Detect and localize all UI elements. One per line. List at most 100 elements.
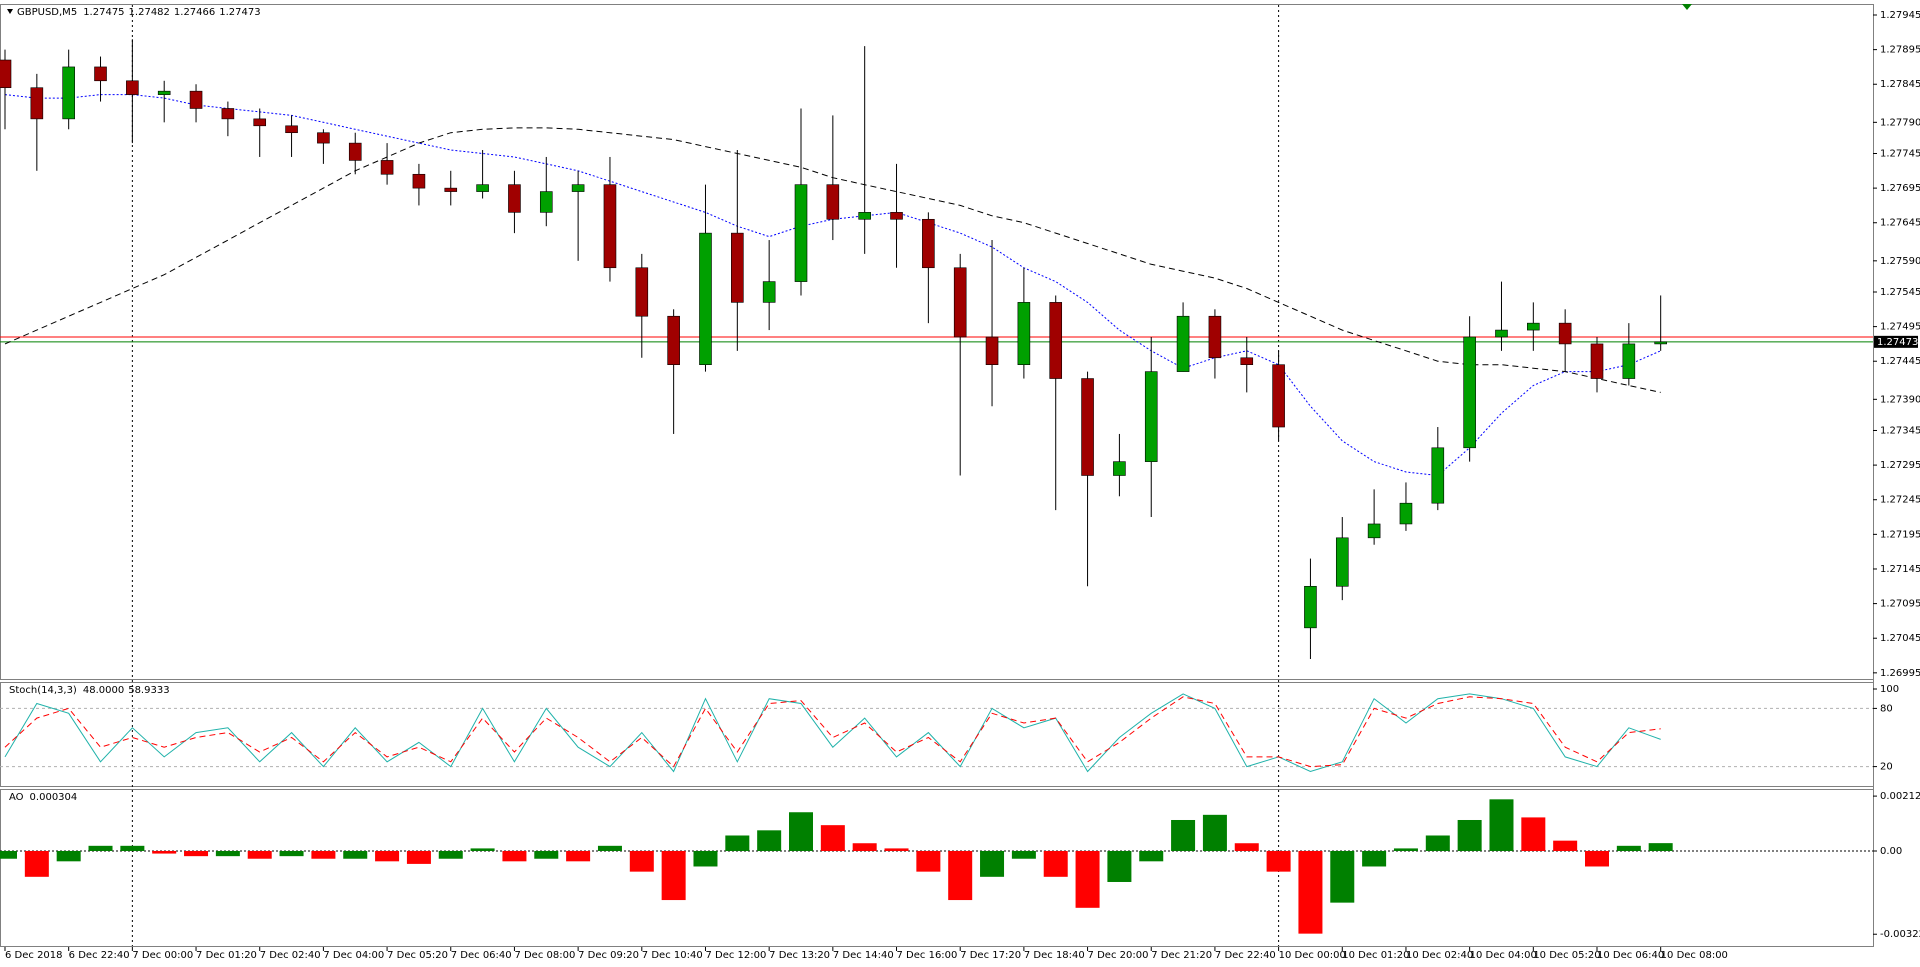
x-tick-label: 7 Dec 00:00: [132, 950, 193, 961]
panel-title: AO: [9, 792, 24, 803]
ao-bar: [1298, 850, 1323, 934]
y-tick-label: 1.27790: [1880, 117, 1920, 128]
ao-bar: [279, 850, 304, 857]
y-tick-label: 1.27245: [1880, 495, 1920, 506]
ao-bar: [438, 850, 463, 859]
candle-body: [603, 184, 617, 269]
x-tick-label: 10 Dec 08:00: [1661, 950, 1728, 961]
x-tick-label: 7 Dec 01:20: [196, 950, 257, 961]
x-tick-label: 7 Dec 09:20: [578, 950, 639, 961]
candle-body: [1367, 523, 1381, 539]
y-tick-label: 0.00: [1880, 846, 1902, 857]
ao-bar: [948, 850, 973, 901]
candle-body: [1240, 357, 1254, 365]
ao-bar: [1107, 850, 1132, 882]
menu-triangle: [7, 9, 13, 14]
y-tick-label: 20: [1880, 762, 1893, 773]
panel-header: GBPUSD,M5 1.27475 1.27482 1.27466 1.27473: [17, 7, 261, 18]
x-tick-label: 10 Dec 00:00: [1279, 950, 1346, 961]
ao-bar: [1266, 850, 1291, 872]
ao-bar: [1393, 848, 1418, 851]
candle-body: [953, 267, 967, 338]
ao-bar: [24, 850, 49, 877]
x-tick-label: 7 Dec 22:40: [1215, 950, 1276, 961]
ao-bar: [406, 850, 431, 864]
ao-bar: [693, 850, 718, 867]
candle-body: [826, 184, 840, 220]
y-tick-label: 1.27390: [1880, 394, 1920, 405]
x-tick-label: 7 Dec 10:40: [642, 950, 703, 961]
candle-body: [30, 87, 44, 120]
candle-body: [1495, 329, 1508, 338]
y-tick-label: 0.002125: [1880, 791, 1920, 802]
ao-bar: [1489, 799, 1514, 851]
candle-body: [1017, 302, 1031, 365]
candle-body: [348, 142, 362, 161]
y-tick-label: 1.27095: [1880, 599, 1920, 610]
panel-header: Stoch(14,3,3) 48.0000 58.9333: [9, 685, 170, 696]
candle-body: [476, 184, 489, 192]
y-tick-label: 1.27845: [1880, 79, 1920, 90]
ao-bar: [757, 830, 782, 851]
candle-body: [667, 315, 680, 365]
shift-marker: [1682, 4, 1692, 10]
ao-bar: [980, 850, 1005, 877]
ao-bar: [916, 850, 941, 872]
ao-bar: [820, 825, 845, 851]
ao-bar: [1139, 850, 1164, 862]
x-tick-label: 6 Dec 22:40: [69, 950, 130, 961]
ao-bar: [502, 850, 527, 862]
candle-body: [508, 184, 521, 213]
ao-bar: [661, 850, 686, 901]
candle-body: [762, 281, 776, 303]
ao-bar: [56, 850, 81, 862]
y-tick-label: 1.26995: [1880, 668, 1920, 679]
candle-body: [635, 267, 649, 317]
y-tick-label: 1.27695: [1880, 183, 1920, 194]
candle-body: [1304, 585, 1317, 629]
ao-bar: [629, 850, 654, 872]
y-tick-label: 1.27895: [1880, 45, 1920, 56]
candle-body: [1558, 322, 1572, 345]
candle-body: [922, 218, 935, 269]
ao-bar: [1457, 819, 1482, 851]
stoch-line: [4, 693, 1661, 773]
y-tick-label: 1.27045: [1880, 633, 1920, 644]
ao-bar: [311, 850, 336, 859]
y-tick-label: 1.27545: [1880, 287, 1920, 298]
ao-bar: [1011, 850, 1036, 859]
candle-body: [1590, 343, 1604, 379]
x-tick-label: 10 Dec 05:20: [1533, 950, 1600, 961]
x-tick-label: 6 Dec 2018: [5, 950, 63, 961]
x-tick-label: 7 Dec 06:40: [451, 950, 512, 961]
ao-bar: [1425, 835, 1450, 851]
candle-body: [1463, 336, 1476, 449]
candle-body: [1081, 378, 1094, 476]
candle-body: [539, 191, 553, 213]
candle-body: [699, 232, 712, 365]
panel-title: Stoch(14,3,3): [9, 685, 77, 696]
x-tick-label: 7 Dec 14:40: [833, 950, 894, 961]
header-value: 1.27475: [83, 7, 124, 18]
candle-body: [858, 212, 871, 220]
y-tick-label: -0.003223: [1880, 929, 1920, 940]
ao-bar: [597, 845, 622, 851]
y-tick-label: 1.27195: [1880, 529, 1920, 540]
ao-bar: [1330, 850, 1355, 903]
ao-bar: [470, 848, 495, 851]
ao-bar: [88, 845, 113, 851]
ao-bar: [1648, 843, 1673, 851]
plot-layer: GBPUSD,M5 1.27475 1.27482 1.27466 1.27473 1.2…: [0, 5, 1920, 961]
header-value: 1.27466: [174, 7, 215, 18]
candle-body: [1272, 364, 1285, 428]
y-tick-label: 1.27345: [1880, 425, 1920, 436]
candle-body: [253, 118, 267, 127]
ao-bar: [1553, 840, 1578, 851]
y-tick-label: 80: [1880, 703, 1893, 714]
candle-body: [94, 66, 107, 82]
candle-body: [1144, 371, 1158, 462]
x-tick-label: 7 Dec 17:20: [960, 950, 1021, 961]
header-value: 58.9333: [128, 685, 169, 696]
x-tick-label: 7 Dec 18:40: [1024, 950, 1085, 961]
